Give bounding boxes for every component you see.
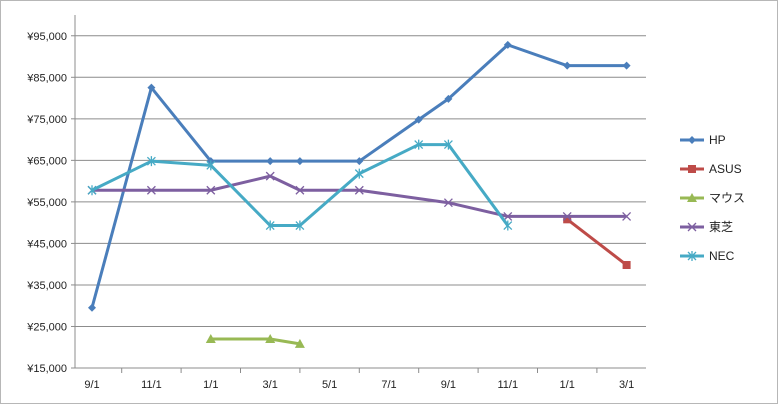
data-point: [414, 115, 423, 124]
data-point: [444, 94, 453, 103]
y-tick-label: ¥95,000: [26, 31, 67, 43]
data-point: [503, 211, 513, 221]
data-point: [622, 261, 631, 270]
data-point: [265, 220, 275, 231]
data-point: [295, 220, 305, 231]
data-point: [205, 334, 216, 344]
data-point: [562, 211, 572, 221]
data-point: [206, 160, 216, 171]
data-point: [146, 156, 156, 167]
legend-label: HP: [709, 133, 726, 147]
data-point: [443, 198, 453, 208]
legend-marker: [688, 165, 696, 173]
legend-marker: [687, 251, 697, 261]
legend-item: 東芝: [680, 219, 733, 234]
data-point: [265, 334, 276, 344]
data-point: [622, 61, 631, 70]
series-2: [205, 334, 305, 348]
series-group: [87, 40, 632, 348]
data-point: [206, 185, 216, 195]
data-point: [294, 338, 305, 348]
series-1: [563, 215, 631, 270]
data-point: [503, 40, 512, 49]
x-tick-label: 11/1: [141, 379, 162, 391]
legend-marker: [687, 193, 697, 202]
legend-label: NEC: [709, 249, 735, 263]
data-point: [295, 185, 305, 195]
y-tick-label: ¥45,000: [26, 238, 67, 250]
y-tick-label: ¥55,000: [26, 197, 67, 209]
legend-label: マウス: [709, 191, 745, 205]
data-point: [265, 171, 275, 181]
x-tick-label: 9/1: [441, 379, 456, 391]
x-tick-label: 7/1: [381, 379, 396, 391]
y-tick-label: ¥75,000: [26, 114, 67, 126]
legend-item: マウス: [680, 191, 745, 205]
x-tick-label: 3/1: [619, 379, 634, 391]
data-point: [355, 157, 364, 166]
data-point: [266, 157, 275, 166]
y-tick-label: ¥65,000: [26, 155, 67, 167]
x-axis-ticks: 9/1 11/1 1/1 3/1 5/1 7/1 9/1 11/1 1/1 3/1: [84, 379, 634, 391]
data-point: [443, 139, 453, 150]
series-line: [210, 337, 301, 346]
data-point: [88, 303, 96, 312]
legend-item: ASUS: [680, 162, 742, 176]
data-point: [622, 211, 632, 221]
axes: [71, 15, 646, 373]
y-tick-label: ¥85,000: [26, 72, 67, 84]
data-point: [414, 139, 424, 150]
x-tick-label: 9/1: [84, 379, 99, 391]
series-line: [566, 218, 628, 267]
legend-marker: [687, 222, 697, 232]
x-tick-label: 5/1: [322, 379, 337, 391]
y-tick-label: ¥35,000: [26, 280, 67, 292]
data-point: [295, 157, 304, 166]
series-line: [91, 143, 510, 228]
data-point: [563, 61, 572, 70]
x-tick-label: 1/1: [560, 379, 575, 391]
data-point: [87, 185, 97, 196]
legend-marker: [688, 136, 696, 144]
data-point: [563, 215, 572, 224]
data-point: [147, 83, 156, 92]
legend-label: ASUS: [709, 162, 742, 176]
series-line: [92, 174, 627, 218]
legend-label: 東芝: [709, 219, 733, 234]
data-point: [354, 185, 364, 195]
y-axis-ticks: ¥15,000 ¥25,000 ¥35,000 ¥45,000 ¥55,000 ¥65,0…: [26, 31, 67, 375]
x-tick-label: 11/1: [498, 379, 519, 391]
series-3: [87, 171, 632, 221]
data-point: [146, 185, 156, 195]
x-tick-label: 1/1: [203, 379, 218, 391]
y-tick-label: ¥25,000: [26, 321, 67, 333]
y-tick-label: ¥15,000: [26, 363, 67, 375]
x-tick-label: 3/1: [263, 379, 278, 391]
legend-item: NEC: [680, 249, 735, 263]
legend-item: HP: [680, 133, 726, 147]
series-4: [87, 139, 513, 231]
data-point: [354, 168, 364, 179]
grid-lines: [75, 35, 646, 327]
data-point: [503, 220, 513, 231]
